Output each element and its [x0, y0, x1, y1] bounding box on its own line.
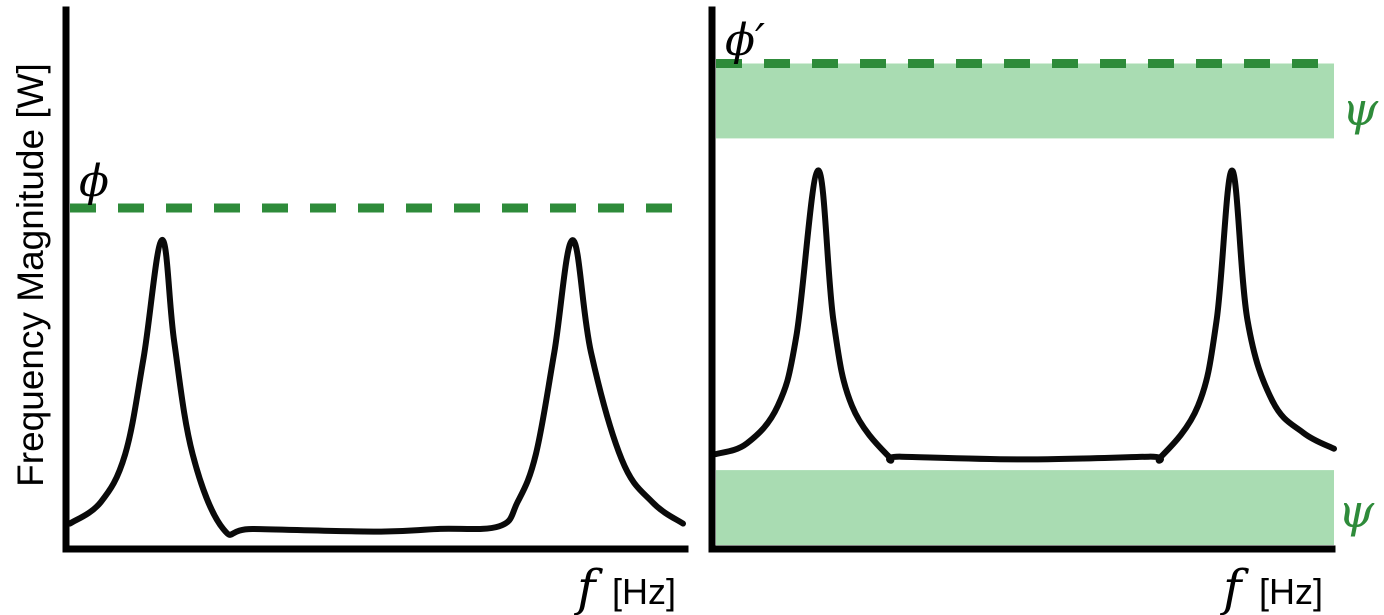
right-panel: ϕ′ ψ ψ f [Hz]: [708, 6, 1379, 615]
left-x-symbol: f: [573, 559, 603, 615]
right-threshold-label: ϕ′: [725, 15, 765, 66]
spectrum-curve: [67, 237, 686, 538]
right-band-label-bottom: ψ: [1338, 484, 1375, 538]
right-x-unit: [Hz]: [1259, 571, 1323, 612]
left-plot-area: [67, 203, 686, 538]
right-plot-area: [713, 59, 1337, 545]
tolerance-band-top: [716, 63, 1334, 139]
left-panel: ϕ f [Hz]: [62, 6, 689, 615]
right-x-symbol: f: [1219, 559, 1249, 615]
y-axis-label: Frequency Magnitude [W]: [10, 63, 51, 487]
right-band-label-top: ψ: [1342, 82, 1379, 136]
tolerance-band-bottom: [716, 470, 1334, 545]
spectrum-curve: [713, 167, 1337, 464]
left-x-unit: [Hz]: [612, 571, 676, 612]
left-threshold-label: ϕ: [79, 156, 109, 207]
